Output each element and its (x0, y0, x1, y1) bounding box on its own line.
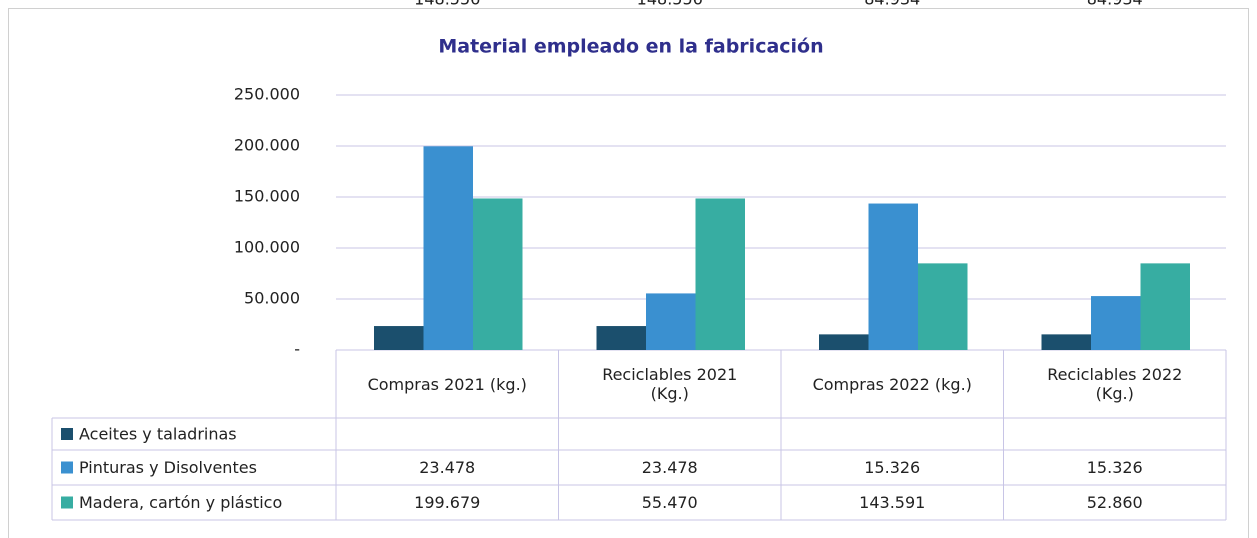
data-table-value: 15.326 (1087, 458, 1143, 477)
data-table-value: 55.470 (642, 493, 698, 512)
data-table-value: 52.860 (1087, 493, 1143, 512)
x-tick-label-box: Compras 2022 (kg.) (781, 350, 1004, 418)
data-table-value: 199.679 (414, 493, 480, 512)
x-tick-label: Compras 2021 (kg.) (367, 374, 527, 394)
x-tick-label: Compras 2022 (kg.) (812, 374, 972, 394)
x-tick-label-box: Reciclables 2021 (Kg.) (559, 350, 782, 418)
legend-label: Madera, cartón y plástico (79, 493, 282, 512)
y-tick-label: 150.000 (234, 187, 300, 206)
bar (1041, 334, 1091, 350)
legend-key (61, 496, 73, 509)
chart-title: Material empleado en la fabricación (438, 36, 823, 58)
x-tick-label-cell: Compras 2021 (kg.) (336, 350, 559, 418)
y-tick-label: 200.000 (234, 136, 300, 155)
bar (374, 326, 424, 350)
bar (646, 293, 696, 350)
bar (596, 326, 646, 350)
x-tick-label: Reciclables 2022 (Kg.) (1047, 365, 1183, 403)
y-tick-label: 100.000 (234, 238, 300, 257)
x-tick-label-box: Compras 2021 (kg.) (336, 350, 559, 418)
data-table-value: 84.934 (864, 0, 920, 9)
y-tick-label: 50.000 (244, 289, 300, 308)
y-tick-label: 250.000 (234, 85, 300, 104)
bar (423, 146, 473, 350)
bar (1140, 263, 1190, 350)
x-tick-label-cell: Reciclables 2021 (Kg.) (559, 350, 782, 418)
data-table-value: 143.591 (859, 493, 925, 512)
data-table-value: 23.478 (419, 458, 475, 477)
legend-key (61, 461, 73, 474)
data-table-value: 148.556 (637, 0, 703, 9)
data-table-value: 148.556 (414, 0, 480, 9)
data-table-value: 23.478 (642, 458, 698, 477)
legend-label: Aceites y taladrinas (79, 425, 237, 444)
bar (918, 263, 968, 350)
bar (819, 334, 869, 350)
x-tick-label: Reciclables 2021 (Kg.) (602, 365, 738, 403)
x-tick-label-box: Reciclables 2022 (Kg.) (1004, 350, 1227, 418)
y-tick-label: - (294, 340, 300, 359)
legend-label: Pinturas y Disolventes (79, 458, 257, 477)
x-tick-label-cell: Compras 2022 (kg.) (781, 350, 1004, 418)
data-table-value: 84.934 (1087, 0, 1143, 9)
bar (473, 198, 523, 350)
bar (1091, 296, 1141, 350)
bar (868, 203, 918, 350)
data-table-value: 15.326 (864, 458, 920, 477)
bar (695, 198, 745, 350)
legend-key (61, 428, 73, 440)
x-tick-label-cell: Reciclables 2022 (Kg.) (1004, 350, 1227, 418)
